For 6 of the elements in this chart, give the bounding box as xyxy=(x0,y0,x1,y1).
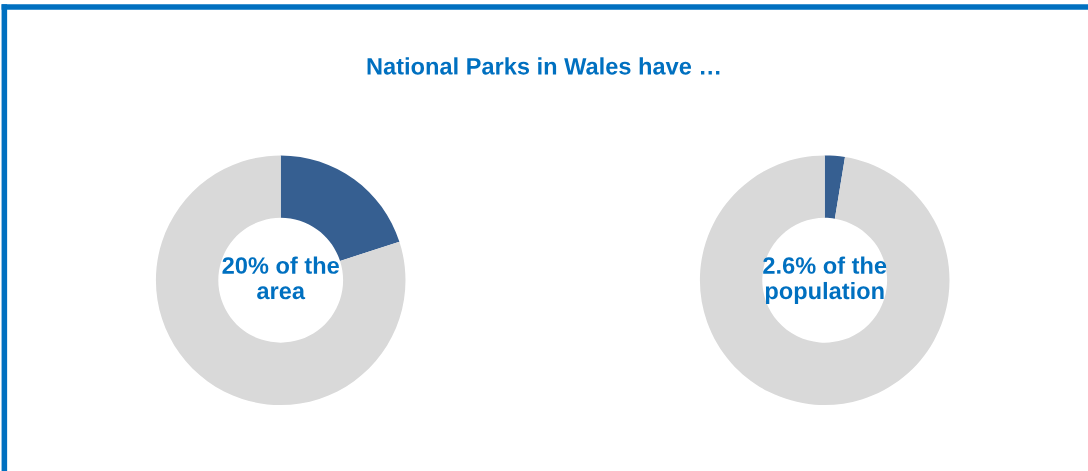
donut-slice xyxy=(824,155,845,219)
donut-slice xyxy=(699,155,950,406)
text: 20% of the area xyxy=(222,256,339,300)
donut-slice xyxy=(155,155,406,406)
text: National Parks in Wales have … xyxy=(367,57,720,75)
text: 2.6% of the population xyxy=(763,256,887,304)
